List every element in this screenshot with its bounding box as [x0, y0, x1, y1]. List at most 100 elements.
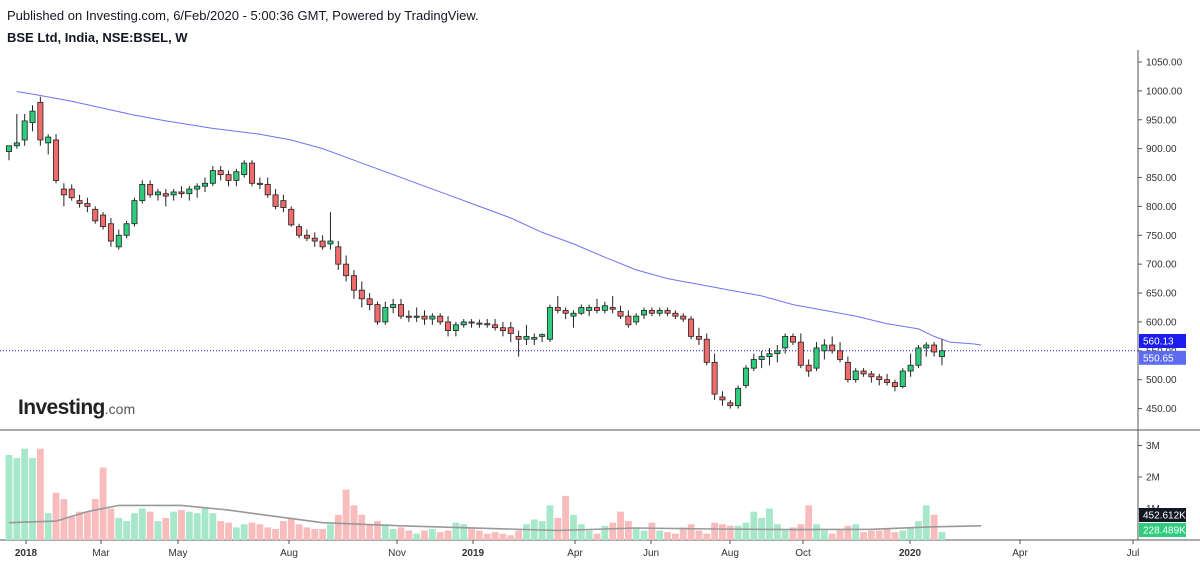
volume-bar[interactable] [781, 530, 789, 540]
volume-bar[interactable] [201, 508, 209, 541]
volume-bar[interactable] [703, 533, 711, 540]
candle[interactable] [750, 359, 757, 369]
volume-bar[interactable] [131, 513, 138, 540]
candle[interactable] [790, 335, 797, 343]
candle[interactable] [797, 341, 804, 366]
volume-bar[interactable] [852, 524, 860, 540]
volume-bar[interactable] [773, 524, 781, 540]
volume-bar[interactable] [358, 514, 366, 540]
candle[interactable] [719, 396, 726, 401]
candle[interactable] [53, 139, 60, 181]
candle[interactable] [711, 361, 718, 395]
candle[interactable] [241, 162, 248, 176]
candle[interactable] [76, 200, 83, 204]
volume-bar[interactable] [632, 527, 640, 540]
volume-bar[interactable] [381, 524, 389, 540]
volume-bar[interactable] [938, 532, 946, 540]
volume-bar[interactable] [734, 525, 742, 540]
volume-bar[interactable] [593, 533, 601, 540]
candle[interactable] [805, 364, 812, 372]
volume-bar[interactable] [413, 533, 421, 540]
volume-bar[interactable] [36, 448, 44, 540]
volume-bar[interactable] [546, 505, 554, 540]
candle[interactable] [429, 315, 436, 320]
candle[interactable] [782, 335, 789, 349]
volume-bar[interactable] [648, 522, 656, 540]
candle[interactable] [594, 307, 601, 311]
volume-bar[interactable] [460, 524, 468, 540]
candle[interactable] [625, 315, 632, 326]
volume-bar[interactable] [280, 521, 287, 540]
candle[interactable] [821, 344, 828, 352]
candle[interactable] [641, 309, 648, 316]
volume-bar[interactable] [178, 510, 185, 540]
volume-bar[interactable] [428, 528, 436, 540]
candle[interactable] [405, 315, 412, 318]
volume-bar[interactable] [287, 517, 295, 540]
candle[interactable] [829, 344, 836, 352]
volume-bar[interactable] [679, 527, 687, 540]
volume-bar[interactable] [397, 527, 405, 540]
candle[interactable] [194, 185, 201, 190]
candle[interactable] [923, 344, 930, 349]
candle[interactable] [648, 309, 655, 314]
candle[interactable] [68, 188, 75, 199]
candle[interactable] [445, 321, 452, 331]
volume-bar[interactable] [256, 524, 264, 540]
candle[interactable] [437, 315, 444, 323]
candle[interactable] [374, 304, 381, 323]
volume-bar[interactable] [766, 508, 773, 541]
candle[interactable] [21, 120, 28, 141]
volume-bar[interactable] [436, 532, 444, 540]
volume-bar[interactable] [922, 505, 930, 540]
volume-bar[interactable] [875, 530, 883, 540]
volume-bar[interactable] [350, 505, 358, 540]
candle[interactable] [484, 323, 491, 326]
volume-bar[interactable] [844, 525, 852, 540]
volume-bar[interactable] [664, 532, 671, 540]
candle[interactable] [601, 305, 608, 311]
candle[interactable] [562, 309, 569, 314]
volume-bar[interactable] [319, 528, 326, 540]
volume-bar[interactable] [820, 530, 828, 540]
candle[interactable] [876, 376, 883, 381]
candle[interactable] [774, 350, 781, 355]
volume-bar[interactable] [405, 530, 413, 540]
candle[interactable] [6, 145, 12, 152]
volume-bar[interactable] [726, 525, 734, 540]
candle[interactable] [154, 191, 161, 196]
candle[interactable] [413, 315, 420, 318]
volume-bar[interactable] [185, 511, 193, 540]
candle[interactable] [703, 338, 710, 363]
candle[interactable] [837, 350, 844, 360]
volume-bar[interactable] [523, 524, 530, 540]
volume-bar[interactable] [264, 527, 272, 540]
candle[interactable] [92, 208, 99, 222]
candle[interactable] [656, 309, 663, 314]
volume-bar[interactable] [123, 521, 130, 540]
volume-bar[interactable] [342, 489, 350, 540]
candle[interactable] [84, 203, 91, 207]
volume-bar[interactable] [468, 527, 475, 540]
candle[interactable] [382, 307, 389, 323]
candle[interactable] [931, 344, 938, 353]
volume-bar[interactable] [366, 524, 374, 540]
candle[interactable] [162, 193, 169, 197]
candle[interactable] [680, 315, 687, 320]
candle[interactable] [327, 240, 334, 245]
volume-bar[interactable] [44, 513, 52, 540]
volume-bar[interactable] [146, 511, 154, 540]
volume-bar[interactable] [711, 522, 718, 540]
volume-bar[interactable] [562, 495, 570, 540]
candle[interactable] [735, 387, 742, 407]
candle[interactable] [531, 337, 538, 340]
volume-bar[interactable] [389, 528, 397, 540]
candle[interactable] [868, 373, 875, 378]
volume-bar[interactable] [99, 467, 107, 540]
candle[interactable] [139, 184, 146, 202]
volume-bar[interactable] [624, 521, 632, 540]
volume-bar[interactable] [577, 524, 585, 540]
candle[interactable] [60, 188, 67, 196]
volume-bar[interactable] [789, 527, 797, 540]
volume-bar[interactable] [883, 528, 891, 540]
